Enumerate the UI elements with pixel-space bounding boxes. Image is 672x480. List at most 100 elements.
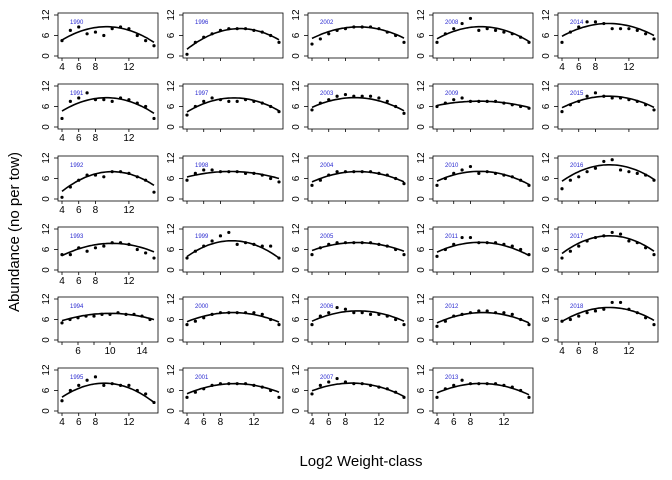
data-point: [385, 173, 389, 177]
y-tick-label: 12: [416, 9, 427, 21]
data-point: [394, 317, 398, 322]
data-point: [644, 173, 648, 177]
data-point: [627, 98, 631, 102]
data-point: [585, 94, 589, 98]
data-point: [485, 170, 489, 174]
fitted-curve: [436, 170, 530, 186]
data-point: [352, 170, 356, 174]
y-tick-label: 0: [166, 53, 177, 59]
fitted-curve: [61, 242, 155, 257]
data-point: [269, 388, 273, 393]
data-point: [68, 99, 72, 103]
data-point: [84, 314, 88, 318]
x-tick-label: 6: [201, 417, 207, 428]
data-point: [277, 40, 281, 44]
data-point: [477, 309, 481, 313]
data-point: [402, 323, 406, 327]
data-point: [585, 20, 589, 24]
data-point: [443, 387, 447, 391]
data-point: [93, 173, 98, 177]
year-label: 2006: [320, 304, 334, 310]
y-tick-label: 12: [41, 223, 52, 235]
data-point: [327, 242, 331, 246]
data-point: [335, 376, 339, 381]
data-point: [652, 178, 656, 182]
y-tick-label: 12: [41, 152, 52, 164]
panel-2015: 0 6 12 2015: [541, 80, 659, 132]
data-point: [108, 312, 112, 316]
data-point: [435, 104, 439, 109]
data-point: [627, 239, 631, 243]
data-point: [602, 94, 606, 98]
data-point: [485, 241, 489, 245]
data-point: [493, 311, 498, 315]
data-point: [443, 101, 447, 105]
data-point: [252, 383, 256, 387]
data-point: [385, 244, 389, 248]
data-point: [227, 170, 231, 174]
data-point: [452, 171, 456, 175]
data-point: [327, 380, 331, 384]
x-tick-label: 8: [218, 417, 224, 428]
data-point: [185, 52, 189, 56]
data-point: [360, 311, 364, 315]
data-point: [68, 253, 72, 257]
y-tick-label: 0: [41, 408, 52, 414]
data-point: [243, 171, 248, 175]
data-point: [260, 30, 264, 34]
data-point: [318, 178, 322, 182]
x-tick-label: 8: [93, 133, 99, 144]
panel-2004: 0 6 12 2004: [291, 152, 409, 204]
x-tick-label: 6: [326, 417, 332, 428]
data-point: [510, 103, 514, 107]
panel-2006: 0 6 12 2006: [291, 293, 409, 345]
y-tick-label: 12: [291, 293, 302, 305]
x-tick-label: 6: [75, 346, 81, 357]
y-tick-label: 12: [416, 293, 427, 305]
data-point: [493, 99, 498, 103]
data-point: [60, 321, 64, 325]
y-tick-label: 12: [416, 223, 427, 235]
data-point: [60, 116, 64, 121]
data-point: [335, 94, 339, 98]
data-point: [110, 241, 114, 245]
data-point: [210, 168, 214, 172]
data-point: [185, 113, 189, 117]
data-point: [560, 110, 564, 114]
y-tick-label: 12: [41, 9, 52, 21]
data-point: [652, 323, 656, 327]
x-tick-label: 6: [76, 133, 82, 144]
data-point: [627, 27, 631, 31]
data-point: [527, 183, 531, 187]
data-point: [144, 104, 148, 109]
fitted-curve: [561, 95, 655, 109]
data-point: [132, 312, 136, 316]
y-tick-label: 0: [41, 53, 52, 59]
data-point: [644, 246, 648, 250]
fitted-curve: [61, 25, 155, 43]
data-point: [443, 319, 447, 323]
x-tick-label: 4: [59, 62, 65, 73]
data-point: [343, 307, 348, 311]
data-point: [635, 28, 639, 32]
y-tick-label: 0: [166, 408, 177, 414]
year-label: 2005: [320, 234, 334, 240]
data-point: [235, 170, 239, 174]
year-label: 2008: [445, 20, 459, 26]
y-tick-label: 6: [166, 103, 177, 109]
data-point: [452, 242, 456, 246]
y-tick-label: 0: [291, 53, 302, 59]
data-point: [585, 311, 589, 315]
data-point: [193, 40, 197, 44]
y-tick-label: 0: [416, 337, 427, 343]
data-point: [652, 37, 656, 41]
x-tick-label: 4: [184, 417, 190, 428]
year-label: 2011: [445, 234, 459, 240]
data-point: [493, 171, 498, 175]
x-tick-label: 12: [498, 417, 510, 428]
data-point: [335, 305, 339, 310]
y-tick-label: 12: [166, 223, 177, 235]
y-tick-label: 0: [416, 124, 427, 130]
